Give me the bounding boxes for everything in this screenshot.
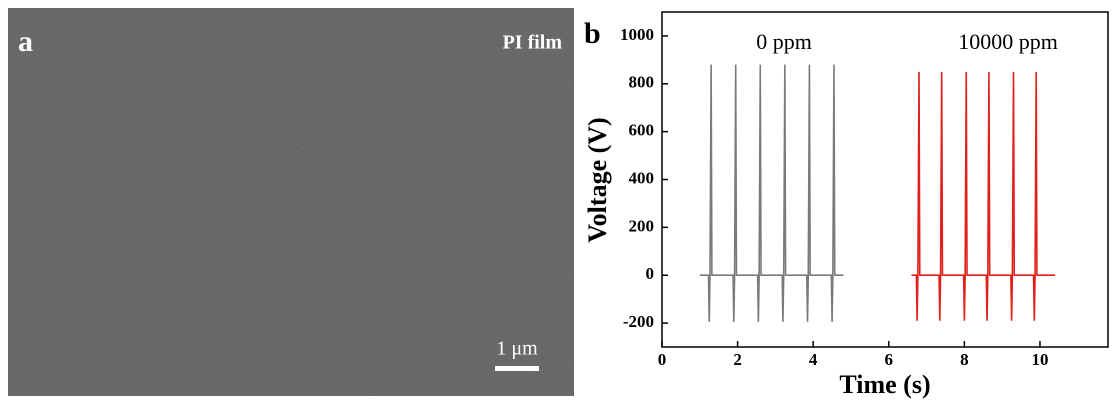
x-tick-label: 2 — [733, 350, 742, 369]
x-tick-label: 6 — [885, 350, 894, 369]
line-series — [911, 71, 1056, 321]
sem-image: a PI film 1 μm — [8, 8, 574, 396]
annotation: 0 ppm — [756, 29, 812, 54]
x-tick-label: 0 — [658, 350, 667, 369]
x-tick-label: 10 — [1031, 350, 1048, 369]
x-tick-label: 4 — [809, 350, 818, 369]
scale-bar-label: 1 μm — [496, 338, 538, 360]
panel-label: b — [584, 17, 601, 50]
y-tick-label: -200 — [623, 312, 654, 331]
line-series — [699, 64, 844, 322]
x-tick-label: 8 — [960, 350, 969, 369]
y-tick-label: 600 — [629, 121, 655, 140]
x-axis-label: Time (s) — [839, 370, 930, 399]
y-tick-label: 800 — [629, 73, 655, 92]
scale-bar — [495, 366, 539, 371]
y-tick-label: 0 — [646, 264, 655, 283]
panel-label: a — [18, 25, 33, 58]
y-axis-label: Voltage (V) — [583, 117, 612, 242]
y-tick-label: 200 — [629, 216, 655, 235]
plot-frame — [661, 11, 1109, 348]
annotation: 10000 ppm — [958, 29, 1058, 54]
image-title: PI film — [503, 32, 563, 54]
y-tick-label: 1000 — [620, 25, 654, 44]
sem-texture — [8, 8, 574, 396]
y-tick-label: 400 — [629, 168, 655, 187]
